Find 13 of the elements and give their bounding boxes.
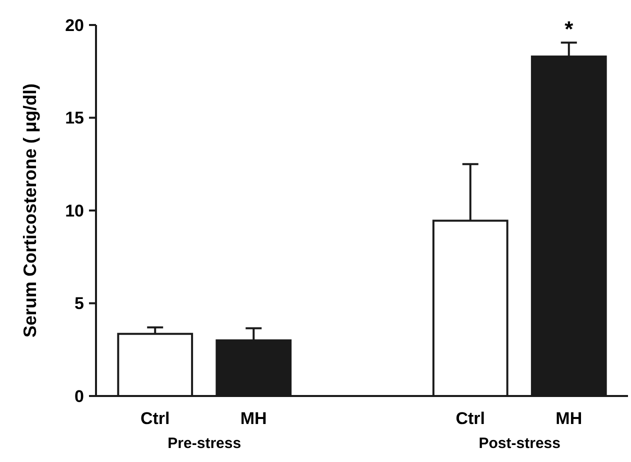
x-tick-label: MH: [240, 409, 267, 428]
y-axis-title: Serum Corticosterone ( μg/dl): [20, 83, 40, 338]
x-tick-label: Ctrl: [456, 409, 486, 428]
y-tick-label: 5: [74, 294, 84, 314]
text: Pre-stress: [168, 435, 242, 452]
y-tick-label: 15: [65, 108, 84, 128]
text: Post-stress: [478, 435, 560, 452]
x-tick-label: MH: [556, 409, 582, 428]
data-label: *: [564, 16, 574, 42]
x-tick-label: Ctrl: [140, 409, 170, 428]
y-tick-label: 0: [74, 386, 84, 406]
y-tick-label: 20: [65, 16, 84, 35]
y-tick-label: 10: [65, 201, 84, 220]
